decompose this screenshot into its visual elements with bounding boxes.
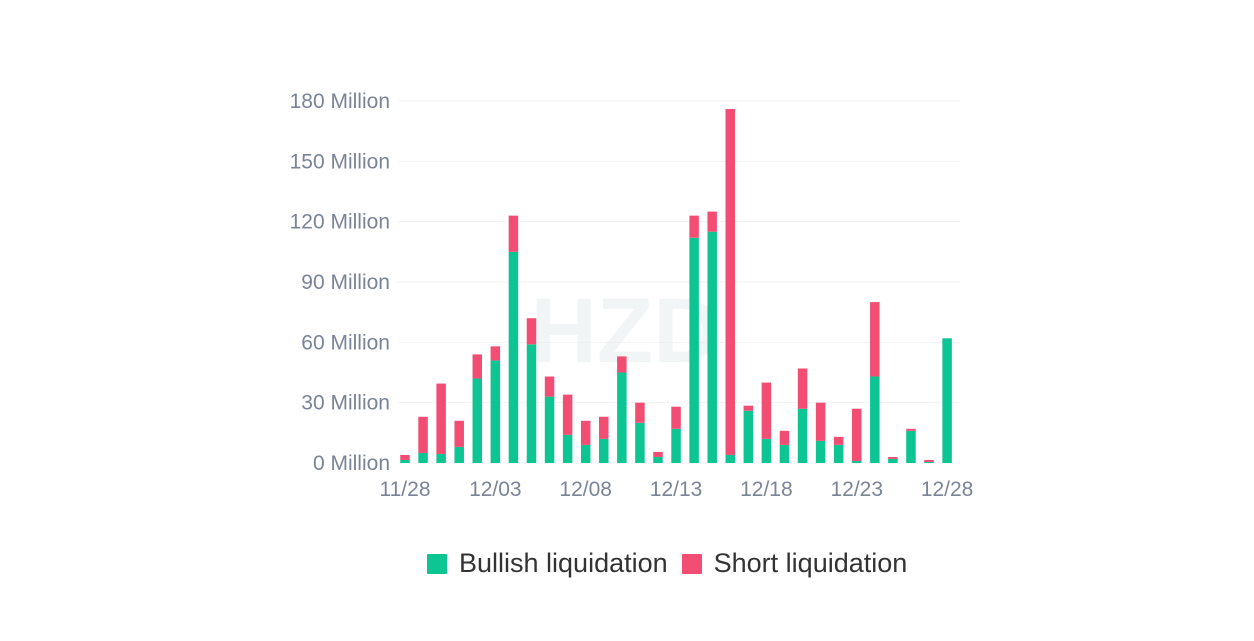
- legend: Bullish liquidation Short liquidation: [427, 548, 921, 579]
- x-tick-label: 12/08: [559, 478, 612, 501]
- bar-bullish[interactable]: [508, 251, 519, 463]
- legend-label-bullish: Bullish liquidation: [459, 548, 668, 578]
- bar-bullish[interactable]: [797, 408, 808, 463]
- bar-bullish[interactable]: [599, 438, 609, 463]
- legend-item-bullish[interactable]: Bullish liquidation: [427, 548, 668, 579]
- y-tick-label: 120 Million: [290, 211, 390, 234]
- bar-bullish[interactable]: [562, 434, 573, 463]
- bar-bullish[interactable]: [761, 438, 772, 463]
- bar-bullish[interactable]: [852, 460, 862, 463]
- bar-short[interactable]: [707, 211, 717, 232]
- bar-bullish[interactable]: [635, 422, 645, 463]
- bar-bullish[interactable]: [617, 372, 627, 464]
- x-tick-label: 12/18: [740, 478, 793, 501]
- bar-bullish[interactable]: [779, 444, 790, 463]
- bar-short[interactable]: [544, 376, 555, 397]
- bar-short[interactable]: [508, 215, 519, 252]
- x-axis-ticks: 11/28 12/03 12/08 12/13 12/18 12/23 12/28: [380, 478, 974, 501]
- y-tick-label: 60 Million: [301, 331, 390, 354]
- bar-bullish[interactable]: [743, 410, 754, 463]
- bar-short[interactable]: [852, 408, 862, 461]
- bar-short[interactable]: [490, 346, 501, 361]
- bar-bullish[interactable]: [942, 338, 952, 463]
- x-tick-label: 11/28: [380, 478, 431, 501]
- legend-item-short[interactable]: Short liquidation: [681, 548, 908, 579]
- bar-short[interactable]: [906, 428, 916, 431]
- bar-short[interactable]: [797, 368, 808, 409]
- bar-bullish[interactable]: [906, 430, 916, 463]
- bar-bullish[interactable]: [815, 440, 826, 463]
- bar-bullish[interactable]: [490, 360, 501, 463]
- legend-label-short: Short liquidation: [713, 548, 908, 578]
- bar-bullish[interactable]: [653, 456, 663, 463]
- bar-short[interactable]: [870, 302, 880, 377]
- bar-bullish[interactable]: [436, 453, 446, 463]
- bar-short[interactable]: [924, 459, 934, 462]
- bar-bullish[interactable]: [580, 444, 591, 463]
- bar-short[interactable]: [815, 402, 826, 441]
- bar-short[interactable]: [599, 416, 609, 439]
- bullish-swatch: [427, 553, 447, 574]
- x-tick-label: 12/23: [830, 478, 883, 501]
- bar-bullish[interactable]: [833, 444, 844, 463]
- bar-short[interactable]: [454, 420, 464, 447]
- bar-bullish[interactable]: [924, 461, 934, 463]
- bar-short[interactable]: [617, 356, 627, 373]
- y-tick-label: 180 Million: [290, 90, 390, 113]
- bar-bullish[interactable]: [418, 452, 428, 463]
- bar-bullish[interactable]: [454, 446, 464, 463]
- bar-short[interactable]: [526, 318, 537, 345]
- bar-short[interactable]: [635, 402, 645, 423]
- y-tick-label: 90 Million: [301, 271, 390, 294]
- bar-bullish[interactable]: [725, 454, 736, 463]
- bar-short[interactable]: [833, 436, 844, 445]
- bar-short[interactable]: [888, 456, 898, 459]
- bar-bullish[interactable]: [671, 428, 681, 463]
- bars: [400, 109, 952, 463]
- bar-short[interactable]: [779, 430, 790, 445]
- y-tick-label: 30 Million: [301, 392, 390, 415]
- bar-short[interactable]: [743, 405, 754, 411]
- bar-bullish[interactable]: [472, 378, 483, 463]
- short-swatch: [681, 553, 702, 574]
- x-tick-label: 12/03: [469, 478, 522, 501]
- bar-bullish[interactable]: [689, 237, 699, 463]
- y-tick-label: 150 Million: [290, 150, 390, 173]
- bar-short[interactable]: [671, 406, 681, 429]
- bar-bullish[interactable]: [544, 396, 555, 463]
- x-tick-label: 12/13: [650, 478, 703, 501]
- bar-short[interactable]: [472, 354, 483, 379]
- bar-short[interactable]: [436, 383, 446, 454]
- bar-bullish[interactable]: [707, 231, 717, 463]
- bar-short[interactable]: [761, 382, 772, 439]
- bar-short[interactable]: [418, 416, 428, 453]
- bar-short[interactable]: [580, 420, 591, 445]
- bar-bullish[interactable]: [870, 376, 880, 463]
- bar-short[interactable]: [689, 215, 699, 238]
- bar-short[interactable]: [653, 451, 663, 457]
- bar-bullish[interactable]: [888, 458, 898, 463]
- bar-short[interactable]: [400, 454, 410, 460]
- bar-short[interactable]: [562, 394, 573, 435]
- x-tick-label: 12/28: [921, 478, 974, 501]
- bar-bullish[interactable]: [400, 459, 410, 463]
- y-axis-ticks: 0 Million 30 Million 60 Million 90 Million 1…: [290, 90, 390, 475]
- bar-short[interactable]: [725, 109, 736, 455]
- y-tick-label: 0 Million: [313, 452, 390, 475]
- bar-bullish[interactable]: [526, 344, 537, 463]
